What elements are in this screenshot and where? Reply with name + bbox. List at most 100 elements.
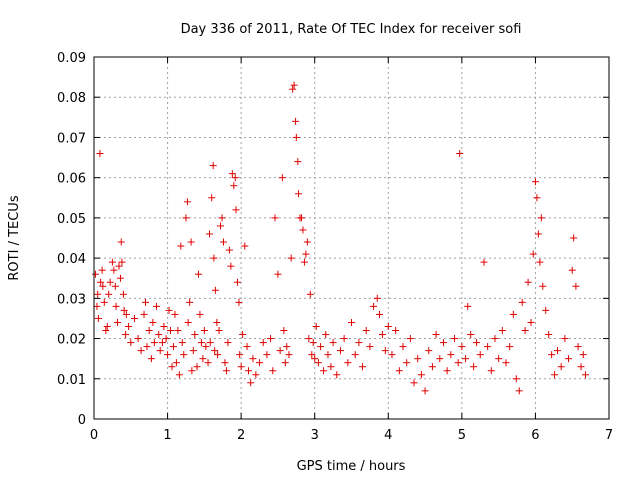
data-point: [120, 306, 128, 314]
data-point: [172, 359, 180, 367]
data-point: [384, 322, 392, 330]
data-point: [370, 302, 378, 310]
data-point: [155, 331, 163, 339]
data-point: [491, 335, 499, 343]
data-point: [524, 278, 532, 286]
data-point: [119, 290, 127, 298]
data-point: [149, 318, 157, 326]
data-point: [290, 81, 298, 89]
data-points: [91, 81, 589, 395]
data-point: [211, 286, 219, 294]
data-point: [183, 198, 191, 206]
y-tick-label: 0.09: [57, 51, 86, 66]
data-point: [96, 150, 104, 158]
data-point: [256, 359, 264, 367]
data-point: [565, 355, 573, 363]
data-point: [231, 174, 239, 182]
data-point: [210, 254, 218, 262]
data-point: [305, 335, 313, 343]
data-point: [196, 310, 204, 318]
data-point: [233, 278, 241, 286]
data-point: [521, 327, 529, 335]
data-point: [130, 314, 138, 322]
data-point: [162, 335, 170, 343]
data-point: [545, 331, 553, 339]
data-point: [306, 290, 314, 298]
data-point: [252, 371, 260, 379]
data-point: [539, 282, 547, 290]
data-point: [456, 150, 464, 158]
data-point: [351, 351, 359, 359]
data-point: [570, 234, 578, 242]
data-point: [281, 359, 289, 367]
data-point: [388, 351, 396, 359]
data-point: [311, 355, 319, 363]
data-point: [168, 363, 176, 371]
data-point: [125, 322, 133, 330]
data-point: [209, 162, 217, 170]
data-point: [378, 331, 386, 339]
data-point: [533, 194, 541, 202]
data-point: [102, 327, 110, 335]
data-point: [274, 270, 282, 278]
data-point: [91, 270, 99, 278]
data-point: [308, 351, 316, 359]
data-point: [137, 347, 145, 355]
data-point: [568, 266, 576, 274]
data-point: [182, 214, 190, 222]
data-point: [219, 238, 227, 246]
data-point: [322, 331, 330, 339]
data-point: [180, 351, 188, 359]
data-point: [267, 335, 275, 343]
y-tick-label: 0.07: [57, 131, 86, 146]
data-point: [529, 250, 537, 258]
data-point: [574, 343, 582, 351]
data-point: [506, 343, 514, 351]
data-point: [470, 363, 478, 371]
data-point: [312, 322, 320, 330]
data-point: [554, 347, 561, 355]
data-point: [156, 347, 164, 355]
data-point: [105, 290, 113, 298]
data-point: [103, 322, 111, 330]
data-point: [230, 182, 238, 190]
data-point: [193, 363, 201, 371]
data-point: [439, 339, 447, 347]
data-point: [285, 351, 293, 359]
data-point: [153, 302, 161, 310]
data-point: [348, 318, 355, 326]
data-point: [227, 262, 235, 270]
y-tick-label: 0.01: [57, 373, 86, 388]
data-point: [336, 347, 344, 355]
data-point: [581, 371, 589, 379]
y-tick-label: 0.03: [57, 292, 86, 307]
y-tick-label: 0.02: [57, 333, 86, 348]
data-point: [211, 347, 219, 355]
data-point: [329, 339, 337, 347]
axis-ticks: [93, 56, 610, 420]
x-tick-label: 5: [458, 428, 466, 443]
data-point: [344, 359, 352, 367]
data-point: [527, 318, 535, 326]
data-point: [395, 367, 403, 375]
data-point: [309, 339, 317, 347]
data-point: [116, 274, 124, 282]
data-point: [142, 298, 149, 306]
data-point: [333, 371, 341, 379]
y-tick-label: 0.05: [57, 212, 86, 227]
data-point: [551, 371, 559, 379]
data-point: [462, 355, 470, 363]
data-point: [199, 355, 207, 363]
y-axis-label: ROTI / TECUs: [7, 195, 22, 280]
data-point: [292, 117, 300, 125]
x-tick-label: 1: [163, 428, 171, 443]
data-point: [100, 298, 108, 306]
data-point: [537, 214, 545, 222]
data-point: [94, 314, 102, 322]
data-point: [495, 355, 503, 363]
data-point: [432, 331, 440, 339]
data-point: [428, 363, 436, 371]
data-point: [375, 310, 383, 318]
data-point: [536, 258, 544, 266]
data-point: [317, 343, 325, 351]
